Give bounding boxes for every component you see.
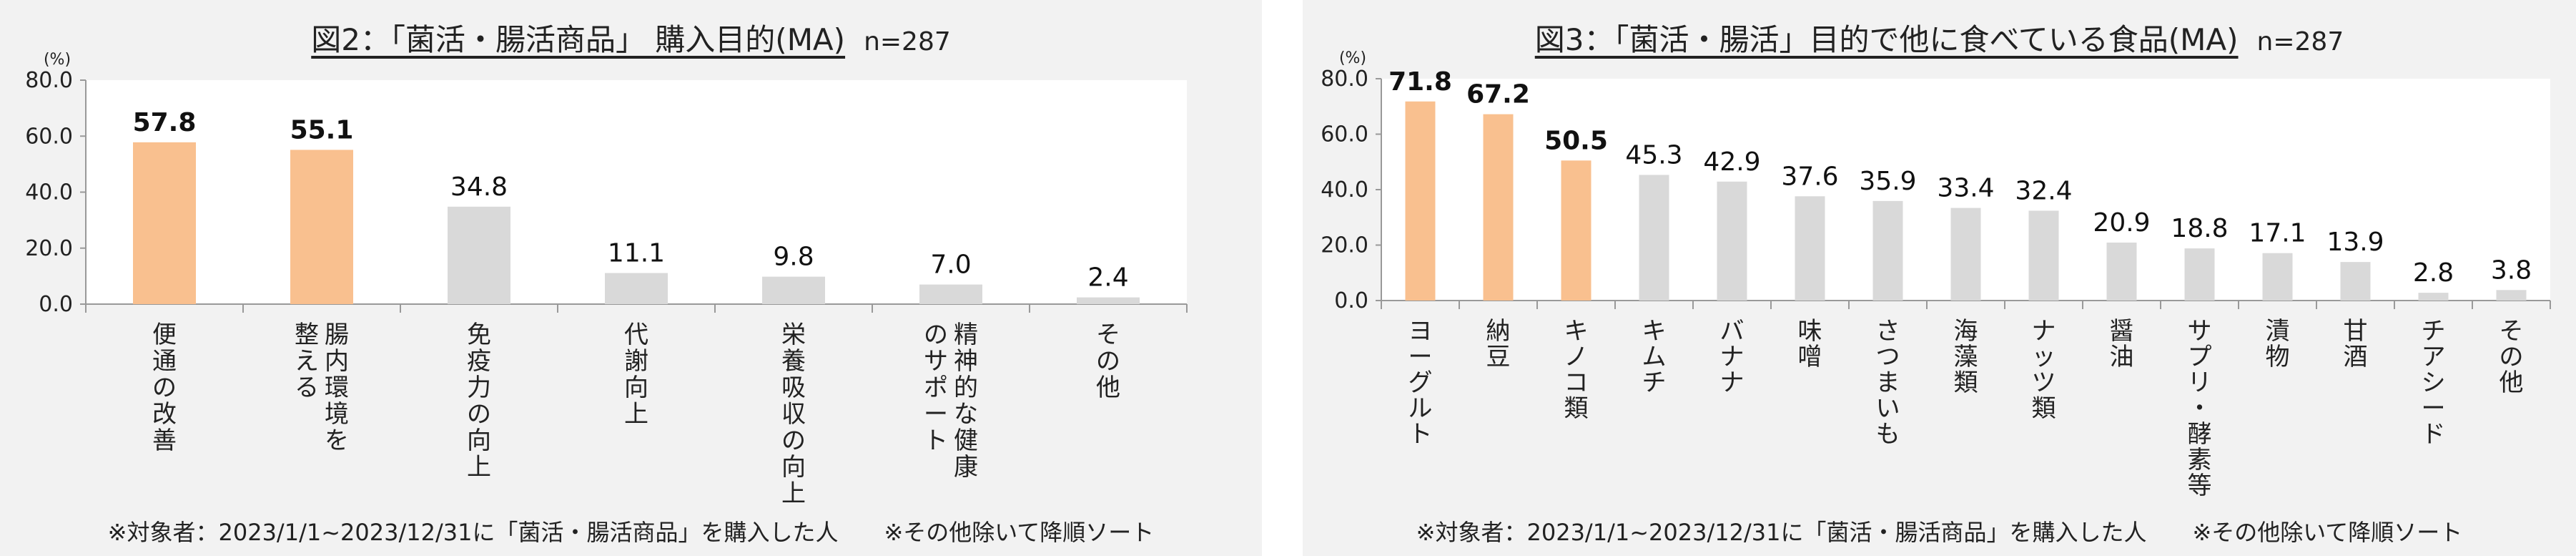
data-label: 55.1 <box>290 115 354 145</box>
bar <box>2106 243 2137 301</box>
x-tick-label: バナナ <box>1720 317 1745 397</box>
bar <box>2262 253 2293 301</box>
sample-size: n=287 <box>2256 27 2344 57</box>
data-label: 33.4 <box>1937 174 1994 203</box>
bar <box>1795 196 1825 301</box>
chart-title: 図3：「菌活・腸活」目的で他に食べている食品(MA) n=287 <box>1303 16 2576 59</box>
bar <box>133 142 196 304</box>
data-label: 35.9 <box>1859 167 1916 196</box>
data-label: 50.5 <box>1544 126 1608 155</box>
bar <box>1950 208 1981 301</box>
bar <box>762 276 825 304</box>
footnote: ※対象者：2023/1/1~2023/12/31に「菌活・腸活商品」を購入した人… <box>107 519 1155 546</box>
y-tick-label: 0.0 <box>1334 288 1368 313</box>
x-tick-label: 免疫力の向上 <box>467 321 491 482</box>
data-label: 18.8 <box>2171 214 2228 243</box>
x-tick-label: ナッツ類 <box>2032 317 2056 423</box>
chart-panel-purpose: 図2：「菌活・腸活商品」 購入目的(MA) n=287 (%) 0.0 20.0 40.… <box>0 0 1262 556</box>
data-label: 32.4 <box>2015 176 2072 205</box>
x-tick-label: 精神的な健康 <box>954 321 978 482</box>
x-tick-label: さつまいも <box>1876 317 1900 449</box>
data-label: 11.1 <box>608 239 665 268</box>
data-label: 2.4 <box>1087 263 1128 293</box>
x-tick-label: サプリ・酵素等 <box>2188 317 2212 500</box>
data-label: 45.3 <box>1625 140 1682 170</box>
x-tick-label: 海藻類 <box>1954 317 1978 397</box>
bar <box>2028 210 2059 301</box>
bar <box>1077 297 1140 304</box>
chart-title: 図2：「菌活・腸活商品」 購入目的(MA) n=287 <box>0 16 1262 59</box>
data-label: 20.9 <box>2093 208 2150 238</box>
x-tick-label: 腸内環境を <box>325 321 349 455</box>
bar <box>919 284 982 304</box>
x-tick-label: 納豆 <box>1486 317 1511 371</box>
bar <box>1872 200 1903 301</box>
sample-size: n=287 <box>864 27 951 57</box>
bar <box>2184 248 2215 301</box>
data-label: 34.8 <box>450 172 508 202</box>
y-tick-label: 60.0 <box>25 124 73 149</box>
y-tick-label: 40.0 <box>25 180 73 205</box>
bar <box>2340 262 2371 301</box>
data-label: 3.8 <box>2491 255 2532 285</box>
chart-title-text: 図2：「菌活・腸活商品」 購入目的(MA) <box>311 22 846 57</box>
bar-chart-foods: (%) 0.0 20.0 40.0 60.0 80.0 71.8 ヨーグルト 67.2 納豆 50.… <box>1321 49 2551 500</box>
bar <box>448 206 510 304</box>
x-tick-label: キムチ <box>1642 317 1667 397</box>
bar <box>1483 114 1514 301</box>
chart-panel-foods: 図3：「菌活・腸活」目的で他に食べている食品(MA) n=287 (%) 0.0 20… <box>1303 0 2576 556</box>
bar-chart-purpose: (%) 0.0 20.0 40.0 60.0 80.0 57.8 便通の改善 55.1 腸内環境を… <box>25 51 1188 508</box>
bar <box>1561 160 1592 301</box>
x-tick-label: 甘酒 <box>2344 317 2368 371</box>
bar <box>1639 175 1669 301</box>
y-tick-label: 0.0 <box>39 292 73 317</box>
data-label: 67.2 <box>1466 80 1530 109</box>
x-tick-label: 味噌 <box>1798 317 1822 371</box>
chart-title-text: 図3：「菌活・腸活」目的で他に食べている食品(MA) <box>1534 22 2239 57</box>
y-tick-label: 20.0 <box>1321 233 1368 258</box>
y-tick-label: 20.0 <box>25 236 73 261</box>
x-tick-label: ヨーグルト <box>1408 317 1433 449</box>
x-tick-label: 漬物 <box>2266 317 2290 371</box>
x-tick-label: のサポート <box>924 321 948 455</box>
x-tick-label: 便通の改善 <box>152 321 177 455</box>
data-label: 37.6 <box>1781 162 1838 191</box>
y-tick-label: 80.0 <box>1321 67 1368 92</box>
data-label: 17.1 <box>2249 219 2306 248</box>
y-tick-label: 80.0 <box>25 68 73 93</box>
bar <box>290 150 353 304</box>
data-label: 57.8 <box>133 108 197 137</box>
x-tick-label: 代謝向上 <box>624 321 648 429</box>
x-tick-label: その他 <box>2499 317 2524 397</box>
x-tick-label: チアシード <box>2422 317 2446 449</box>
bar <box>605 273 668 304</box>
bar <box>2418 293 2449 301</box>
y-tick-label: 40.0 <box>1321 177 1368 203</box>
plot-area <box>86 80 1187 304</box>
data-label: 71.8 <box>1388 67 1452 97</box>
bar <box>1717 181 1747 301</box>
y-axis-unit: (%) <box>44 51 71 69</box>
x-tick-label: 栄養吸収の向上 <box>781 321 806 508</box>
data-label: 9.8 <box>773 243 814 272</box>
footnote: ※対象者：2023/1/1~2023/12/31に「菌活・腸活商品」を購入した人… <box>1416 519 2463 546</box>
data-label: 7.0 <box>930 250 971 280</box>
y-tick-label: 60.0 <box>1321 122 1368 147</box>
data-label: 13.9 <box>2326 228 2384 257</box>
bar <box>1405 101 1436 301</box>
x-tick-label: 整える <box>295 321 319 402</box>
data-label: 2.8 <box>2413 258 2454 288</box>
data-label: 42.9 <box>1703 147 1760 177</box>
x-tick-label: その他 <box>1096 321 1120 402</box>
y-axis-unit: (%) <box>1339 49 1366 67</box>
x-tick-label: 醤油 <box>2110 317 2134 371</box>
x-tick-label: キノコ類 <box>1564 317 1589 423</box>
bar <box>2496 290 2527 301</box>
